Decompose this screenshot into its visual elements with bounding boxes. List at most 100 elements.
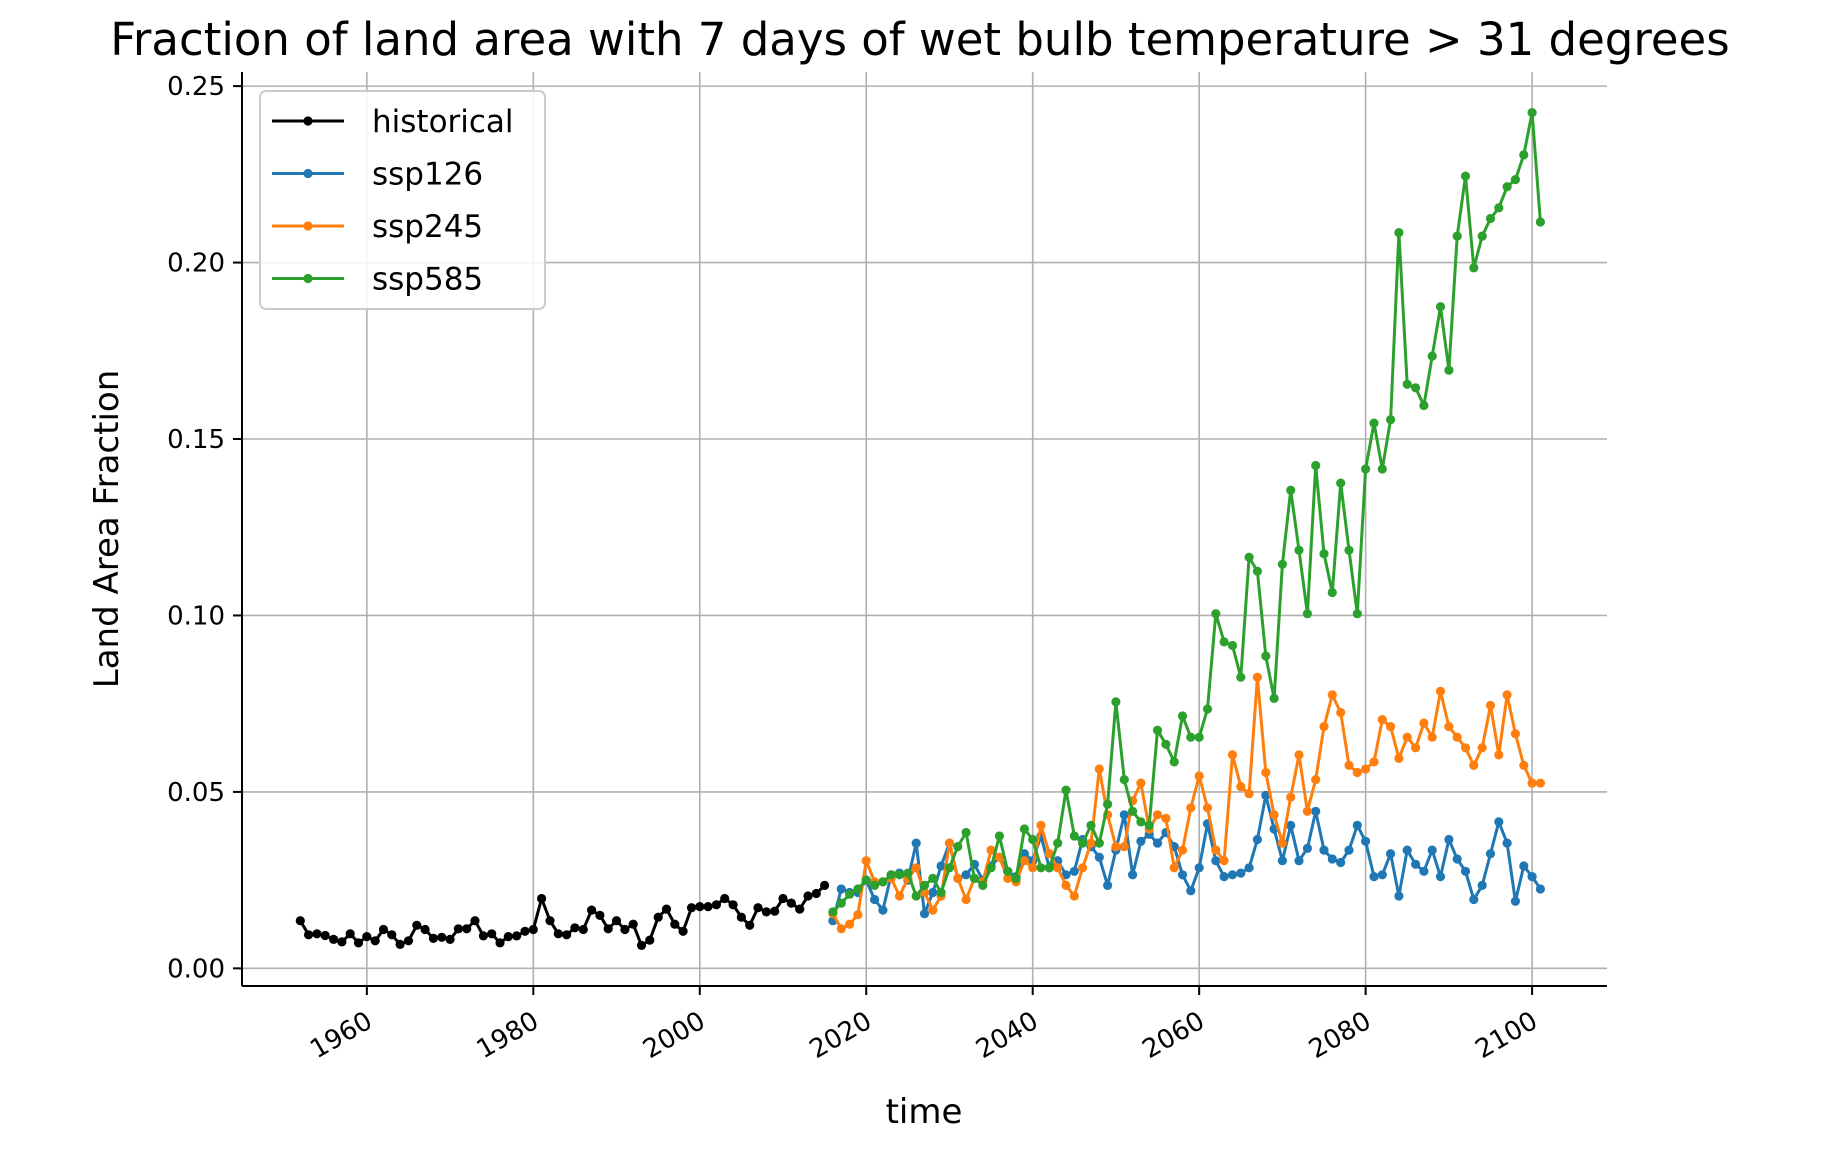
data-point-ssp245: [1252, 672, 1262, 682]
data-point-historical: [495, 938, 505, 948]
data-point-historical: [445, 934, 455, 945]
data-point-ssp126: [911, 838, 921, 848]
data-point-ssp245: [1477, 743, 1487, 753]
data-point-historical: [478, 931, 488, 941]
y-tick-label: 0.15: [167, 425, 225, 455]
data-point-ssp126: [1136, 836, 1146, 846]
data-point-ssp585: [1128, 806, 1138, 816]
data-point-ssp126: [878, 905, 888, 915]
data-point-ssp126: [1244, 863, 1254, 873]
data-point-ssp126: [1469, 894, 1479, 905]
data-point-ssp245: [961, 894, 971, 905]
data-point-ssp126: [1369, 872, 1379, 882]
data-point-historical: [711, 900, 722, 910]
data-point-ssp126: [1535, 884, 1545, 894]
data-point-historical: [720, 893, 730, 904]
data-point-ssp245: [1369, 757, 1379, 767]
data-point-ssp585: [1028, 834, 1038, 845]
data-point-ssp585: [936, 887, 946, 898]
y-tick-label: 0.05: [167, 778, 225, 808]
data-point-ssp245: [1527, 778, 1537, 788]
y-tick-label: 0.00: [167, 954, 225, 984]
data-point-ssp585: [1252, 566, 1262, 576]
data-point-ssp585: [1177, 711, 1188, 721]
data-point-ssp585: [1044, 863, 1054, 873]
data-point-ssp245: [1427, 732, 1437, 742]
data-point-ssp585: [1411, 383, 1421, 393]
data-point-ssp585: [1427, 351, 1437, 361]
data-point-historical: [320, 930, 330, 941]
data-point-ssp585: [1294, 545, 1304, 555]
data-point-historical: [395, 939, 405, 950]
data-point-ssp585: [1535, 217, 1545, 227]
x-axis-label: time: [886, 1092, 963, 1132]
series-historical: [295, 880, 830, 951]
data-point-ssp585: [1111, 697, 1121, 707]
data-point-ssp585: [828, 907, 838, 917]
data-point-ssp585: [1527, 108, 1537, 118]
y-tick-label: 0.25: [167, 72, 225, 102]
data-point-ssp126: [1460, 866, 1471, 876]
data-point-ssp245: [1119, 842, 1129, 852]
data-point-ssp585: [911, 891, 921, 901]
data-point-ssp245: [1535, 778, 1545, 788]
data-point-historical: [353, 938, 364, 948]
data-point-historical: [512, 931, 522, 941]
data-point-historical: [562, 930, 572, 940]
data-point-historical: [761, 907, 772, 917]
data-point-ssp245: [1261, 767, 1271, 778]
data-point-ssp126: [1152, 838, 1163, 848]
data-point-ssp126: [1494, 817, 1504, 827]
data-point-ssp585: [1036, 863, 1046, 873]
data-point-ssp245: [845, 919, 855, 929]
data-point-historical: [295, 916, 305, 926]
data-point-ssp245: [1019, 856, 1029, 866]
data-point-historical: [603, 924, 613, 934]
data-point-ssp245: [1111, 842, 1121, 852]
data-point-historical: [611, 916, 622, 926]
data-point-historical: [520, 926, 530, 936]
data-point-ssp585: [903, 868, 913, 878]
data-point-ssp585: [836, 898, 846, 908]
data-point-ssp126: [1103, 880, 1113, 891]
data-point-ssp245: [894, 891, 905, 901]
data-point-ssp245: [1460, 743, 1471, 753]
data-point-ssp585: [1011, 873, 1021, 884]
legend-item-ssp126: ssp126: [272, 157, 483, 193]
data-point-historical: [620, 924, 630, 935]
series-ssp585: [828, 108, 1545, 917]
data-point-ssp245: [1502, 690, 1512, 700]
data-point-ssp245: [1169, 863, 1179, 873]
data-point-ssp585: [1327, 587, 1337, 598]
data-point-ssp245: [1361, 764, 1371, 774]
data-point-ssp585: [1352, 609, 1362, 619]
data-point-ssp585: [1477, 231, 1487, 241]
data-point-ssp126: [1402, 845, 1412, 855]
data-point-historical: [570, 923, 580, 933]
data-point-historical: [545, 916, 555, 926]
data-point-ssp126: [1094, 852, 1104, 862]
data-point-ssp245: [1294, 750, 1304, 760]
data-point-historical: [437, 932, 447, 942]
data-point-ssp585: [919, 880, 930, 891]
data-point-ssp585: [1519, 150, 1529, 160]
data-point-ssp126: [1510, 896, 1520, 906]
data-point-historical: [628, 919, 638, 929]
legend-label: ssp126: [372, 157, 483, 193]
data-point-ssp126: [1286, 820, 1296, 831]
data-point-ssp245: [1003, 873, 1013, 884]
data-point-historical: [370, 936, 380, 946]
data-point-ssp245: [1086, 838, 1096, 848]
data-point-ssp585: [928, 873, 938, 884]
data-point-ssp585: [1377, 464, 1387, 474]
data-point-ssp585: [1094, 838, 1104, 848]
data-point-ssp585: [886, 870, 896, 880]
legend-item-ssp245: ssp245: [272, 209, 483, 245]
data-point-ssp245: [1452, 732, 1462, 742]
data-point-ssp585: [1086, 820, 1096, 831]
data-point-ssp245: [1444, 722, 1454, 732]
data-point-ssp126: [836, 884, 846, 894]
data-point-ssp126: [1411, 859, 1421, 869]
data-point-ssp126: [1377, 870, 1387, 880]
